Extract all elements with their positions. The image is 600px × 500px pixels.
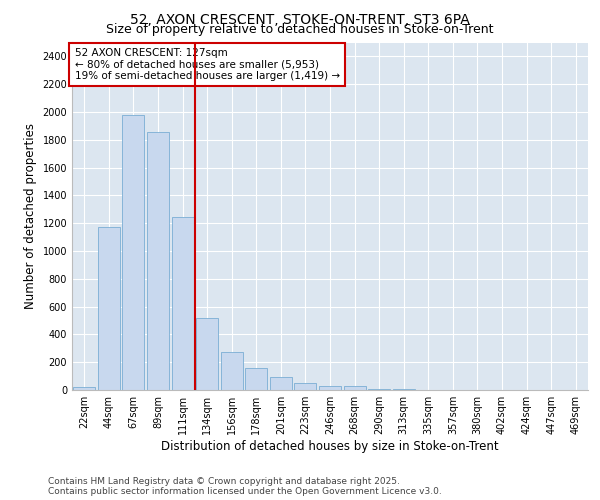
Text: Contains HM Land Registry data © Crown copyright and database right 2025.
Contai: Contains HM Land Registry data © Crown c… [48,476,442,496]
Bar [368,388,390,390]
Bar [319,386,341,390]
Bar [196,318,218,390]
Bar [344,386,365,390]
Bar [98,226,120,390]
Bar [73,387,95,390]
Bar [147,132,169,390]
Bar [221,352,243,390]
Text: Size of property relative to detached houses in Stoke-on-Trent: Size of property relative to detached ho… [106,22,494,36]
Text: 52, AXON CRESCENT, STOKE-ON-TRENT, ST3 6PA: 52, AXON CRESCENT, STOKE-ON-TRENT, ST3 6… [130,12,470,26]
X-axis label: Distribution of detached houses by size in Stoke-on-Trent: Distribution of detached houses by size … [161,440,499,453]
Bar [245,368,268,390]
Y-axis label: Number of detached properties: Number of detached properties [24,123,37,309]
Text: 52 AXON CRESCENT: 127sqm
← 80% of detached houses are smaller (5,953)
19% of sem: 52 AXON CRESCENT: 127sqm ← 80% of detach… [74,48,340,81]
Bar [122,116,145,390]
Bar [172,217,194,390]
Bar [270,378,292,390]
Bar [295,384,316,390]
